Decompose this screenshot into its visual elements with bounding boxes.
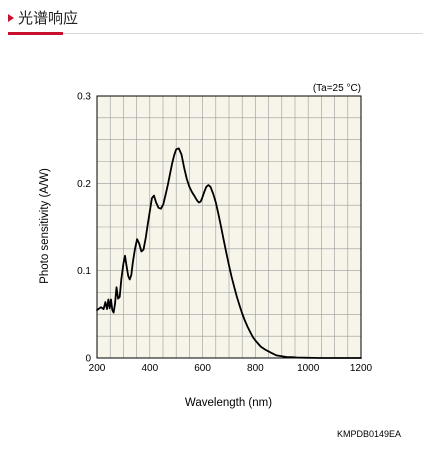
y-tick-label: 0.1 bbox=[77, 266, 91, 277]
chart-reference-code: KMPDB0149EA bbox=[337, 429, 401, 439]
x-tick-label: 1000 bbox=[297, 363, 320, 374]
header-divider bbox=[8, 33, 423, 34]
x-tick-label: 800 bbox=[247, 363, 264, 374]
chart-grid bbox=[97, 96, 361, 358]
chart-tick-labels: 200 400 600 800 1000 1200 0 0.1 0.2 0.3 bbox=[77, 92, 372, 375]
y-tick-label: 0 bbox=[85, 354, 91, 365]
plot-frame bbox=[96, 95, 362, 359]
y-tick-label: 0.2 bbox=[77, 179, 91, 190]
x-tick-label: 400 bbox=[141, 363, 158, 374]
sensitivity-curve bbox=[96, 147, 362, 359]
x-axis-label: Wavelength (nm) bbox=[185, 397, 272, 409]
x-tick-label: 200 bbox=[89, 363, 106, 374]
section-header: 光谱响应 bbox=[0, 0, 431, 36]
y-axis-label: Photo sensitivity (A/W) bbox=[39, 168, 51, 284]
x-tick-label: 1200 bbox=[350, 363, 373, 374]
section-title: 光谱响应 bbox=[18, 9, 79, 27]
x-tick-label: 600 bbox=[194, 363, 211, 374]
chart-series bbox=[96, 147, 362, 359]
triangle-marker-icon bbox=[8, 14, 14, 22]
header-accent-bar bbox=[8, 32, 63, 35]
y-tick-label: 0.3 bbox=[77, 92, 91, 103]
temperature-annotation: (Ta=25 °C) bbox=[313, 83, 361, 94]
